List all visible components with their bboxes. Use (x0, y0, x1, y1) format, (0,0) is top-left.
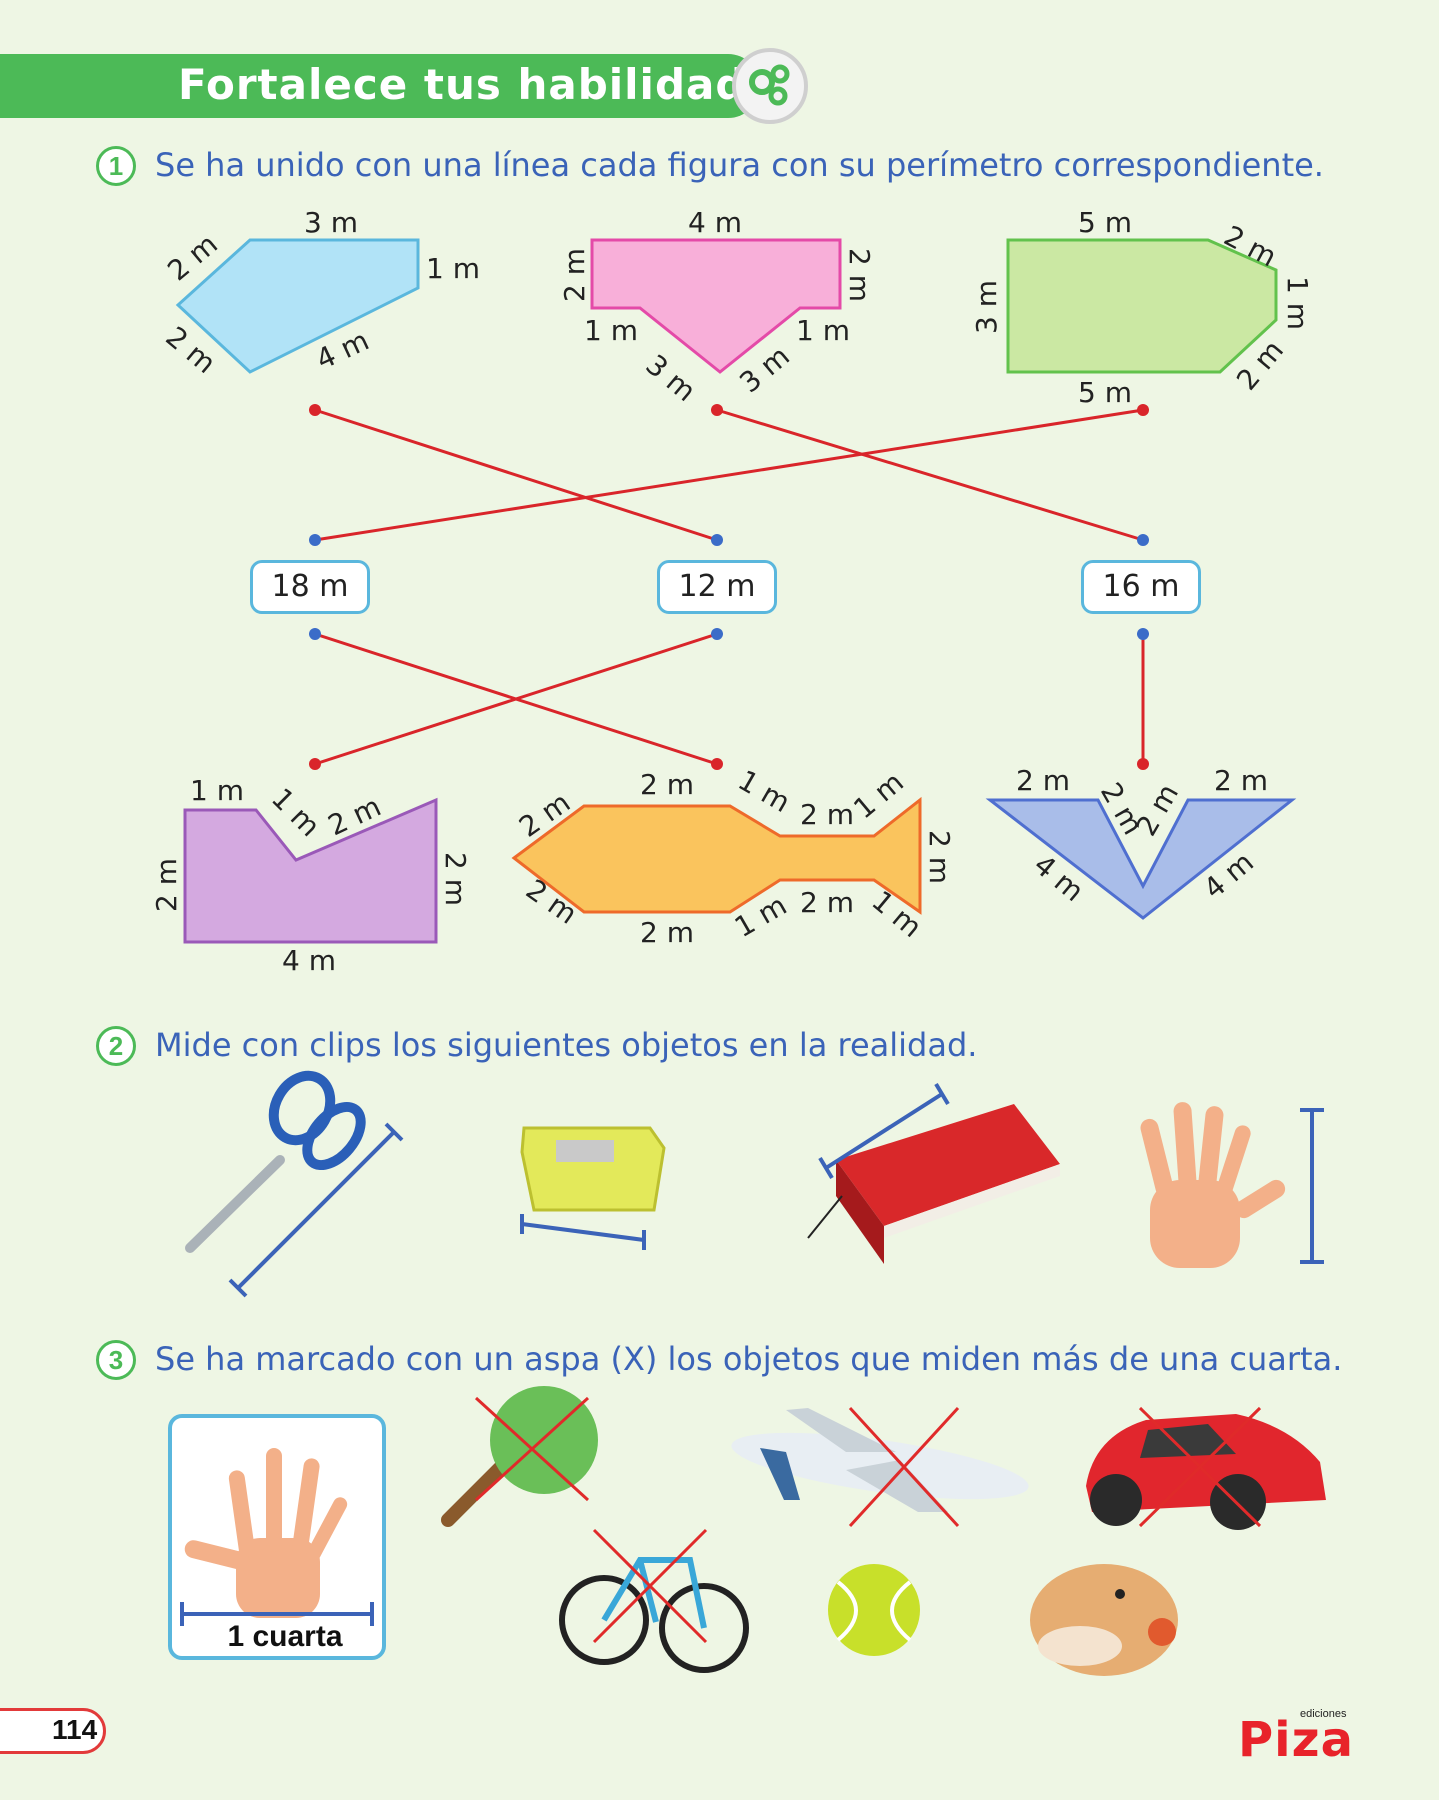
shape-d-left-label: 2 m (150, 858, 183, 912)
shape-c-bottom-label: 5 m (1078, 376, 1132, 409)
bicycle-icon (559, 1557, 749, 1673)
scissors-measure (228, 1122, 404, 1298)
question-3-number: 3 (96, 1340, 136, 1380)
shape-d-top-label: 1 m (190, 774, 244, 807)
shape-d-bottom-label: 4 m (282, 944, 336, 977)
shape-d-right-label: 2 m (439, 852, 472, 906)
hamster-icon (1030, 1564, 1178, 1676)
airplane-icon (731, 1408, 1029, 1512)
shape-c-right-label: 1 m (1281, 276, 1314, 330)
shape-a-right-label: 1 m (426, 252, 480, 285)
paddle-icon (441, 1386, 598, 1527)
shape-f (985, 798, 1297, 920)
question-1-number: 1 (96, 146, 136, 186)
question-2-number: 2 (96, 1026, 136, 1066)
shape-e-top-label: 2 m (640, 768, 694, 801)
shape-e-upper-neck-label: 1 m (733, 763, 796, 819)
book-icon (807, 1104, 1060, 1264)
sharpener-measure (520, 1214, 646, 1250)
hand-measure (1300, 1108, 1324, 1264)
publisher-logo: Piza (1238, 1712, 1354, 1768)
value-box-16: 16 m (1081, 560, 1201, 614)
shape-e-upper-tail-label: 2 m (800, 798, 854, 831)
section-title: Fortalece tus habilidades (178, 60, 802, 109)
question-2-text: Mide con clips los siguientes objetos en… (155, 1026, 978, 1064)
shape-f-top-left-label: 2 m (1016, 764, 1070, 797)
connections-top (314, 408, 1144, 542)
open-hand-icon (180, 1448, 374, 1626)
value-box-12: 12 m (657, 560, 777, 614)
shape-e-bottom-label: 2 m (640, 916, 694, 949)
question-3-text: Se ha marcado con un aspa (X) los objeto… (155, 1340, 1343, 1378)
cuarta-card (168, 1414, 386, 1660)
connections-bottom (314, 632, 1145, 766)
shape-b-left-label: 2 m (558, 248, 591, 302)
shape-c-top-label: 5 m (1078, 206, 1132, 239)
hand-icon (1140, 1102, 1286, 1268)
page-number-box (0, 1708, 106, 1754)
shape-e-tail-height-label: 2 m (923, 830, 956, 884)
shape-f-top-right-label: 2 m (1214, 764, 1268, 797)
shape-b (590, 238, 842, 374)
book-measure (818, 1082, 950, 1180)
question-1-text: Se ha unido con una línea cada figura co… (155, 146, 1324, 184)
shape-c-left-label: 3 m (970, 280, 1003, 334)
shape-b-step-right-label: 1 m (796, 314, 850, 347)
shape-e-lower-tail-label: 2 m (800, 886, 854, 919)
page-number: 114 (52, 1714, 98, 1745)
publisher-tagline: ediciones (1300, 1708, 1347, 1720)
gears-icon (732, 48, 808, 124)
cross-marks (474, 1396, 1262, 1644)
tennis-ball-icon (828, 1564, 920, 1656)
shape-b-step-left-label: 1 m (584, 314, 638, 347)
shape-e (511, 796, 922, 915)
cuarta-label: 1 cuarta (227, 1620, 343, 1653)
shape-d (183, 797, 438, 944)
scissors-icon (185, 1070, 366, 1253)
dots-bottom (309, 628, 1149, 770)
shape-b-right-label: 2 m (843, 248, 876, 302)
shape-b-v-left-label: 3 m (640, 348, 703, 408)
value-box-18: 18 m (250, 560, 370, 614)
shape-c (1006, 238, 1278, 374)
shape-b-top-label: 4 m (688, 206, 742, 239)
sharpener-icon (520, 1126, 666, 1212)
section-banner (0, 54, 760, 118)
dots-top (309, 404, 1149, 546)
shape-a-top-label: 3 m (304, 206, 358, 239)
shape-a (175, 238, 420, 374)
